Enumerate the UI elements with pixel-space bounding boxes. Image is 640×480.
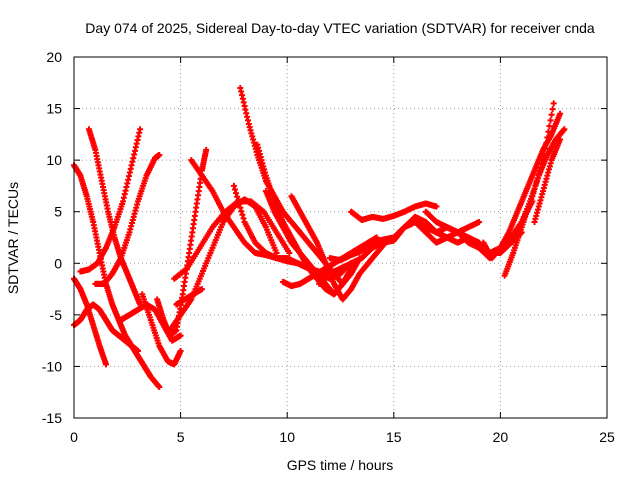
data-point xyxy=(177,332,184,339)
series-pass-28 xyxy=(531,136,564,226)
data-point xyxy=(561,126,568,133)
y-tick-label: 10 xyxy=(46,152,62,168)
series-pass-2 xyxy=(71,275,109,368)
axis-ticks: 0 5 10 15 20 25 -15 -10 -5 0 5 10 15 20 xyxy=(42,49,615,445)
series-pass-3 xyxy=(71,301,163,391)
y-tick-label: 15 xyxy=(46,101,62,117)
y-tick-label: -15 xyxy=(42,410,62,426)
y-tick-label: 0 xyxy=(54,255,62,271)
x-tick-label: 5 xyxy=(177,429,185,445)
series-pass-8 xyxy=(139,291,184,368)
series-pass-26 xyxy=(480,110,564,262)
x-tick-label: 0 xyxy=(70,429,78,445)
data-point xyxy=(476,219,483,226)
data-point xyxy=(177,347,184,354)
data-point xyxy=(238,208,245,215)
data-point xyxy=(239,211,246,218)
data-point xyxy=(547,117,554,124)
series-pass-5 xyxy=(77,126,144,275)
data-point xyxy=(557,136,564,143)
data-point xyxy=(234,193,241,200)
data-point xyxy=(557,110,564,117)
data-point xyxy=(433,203,440,210)
data-point xyxy=(236,200,243,207)
y-tick-label: 5 xyxy=(54,204,62,220)
series-pass-12 xyxy=(171,198,293,282)
data-marks xyxy=(71,84,568,391)
data-point xyxy=(233,190,240,197)
data-point xyxy=(235,197,242,204)
data-point xyxy=(156,384,163,391)
series-pass-27 xyxy=(501,126,568,279)
data-point xyxy=(237,204,244,211)
chart-title: Day 074 of 2025, Sidereal Day-to-day VTE… xyxy=(85,20,595,36)
data-point xyxy=(102,361,109,368)
x-tick-label: 25 xyxy=(599,429,615,445)
x-axis-title: GPS time / hours xyxy=(287,457,394,473)
data-point xyxy=(230,182,237,189)
data-point xyxy=(548,111,555,118)
series-pass-11 xyxy=(173,286,205,308)
y-axis-title: SDTVAR / TECUs xyxy=(5,182,21,294)
data-point xyxy=(286,249,293,256)
data-point xyxy=(198,286,205,293)
data-point xyxy=(549,106,556,113)
series-pass-6 xyxy=(92,151,163,287)
data-point xyxy=(550,100,557,107)
x-tick-label: 20 xyxy=(493,429,509,445)
data-point xyxy=(203,146,210,153)
y-tick-label: -5 xyxy=(50,307,63,323)
series-pass-22 xyxy=(348,200,440,223)
data-point xyxy=(273,249,280,256)
y-tick-label: 20 xyxy=(46,49,62,65)
plot-frame xyxy=(73,56,608,419)
data-point xyxy=(240,215,247,222)
y-tick-label: -10 xyxy=(42,358,62,374)
data-point xyxy=(231,186,238,193)
data-point xyxy=(156,151,163,158)
data-point xyxy=(546,123,553,130)
x-tick-label: 10 xyxy=(279,429,295,445)
series-pass-9 xyxy=(154,146,210,339)
data-point xyxy=(137,126,144,133)
x-tick-label: 15 xyxy=(386,429,402,445)
